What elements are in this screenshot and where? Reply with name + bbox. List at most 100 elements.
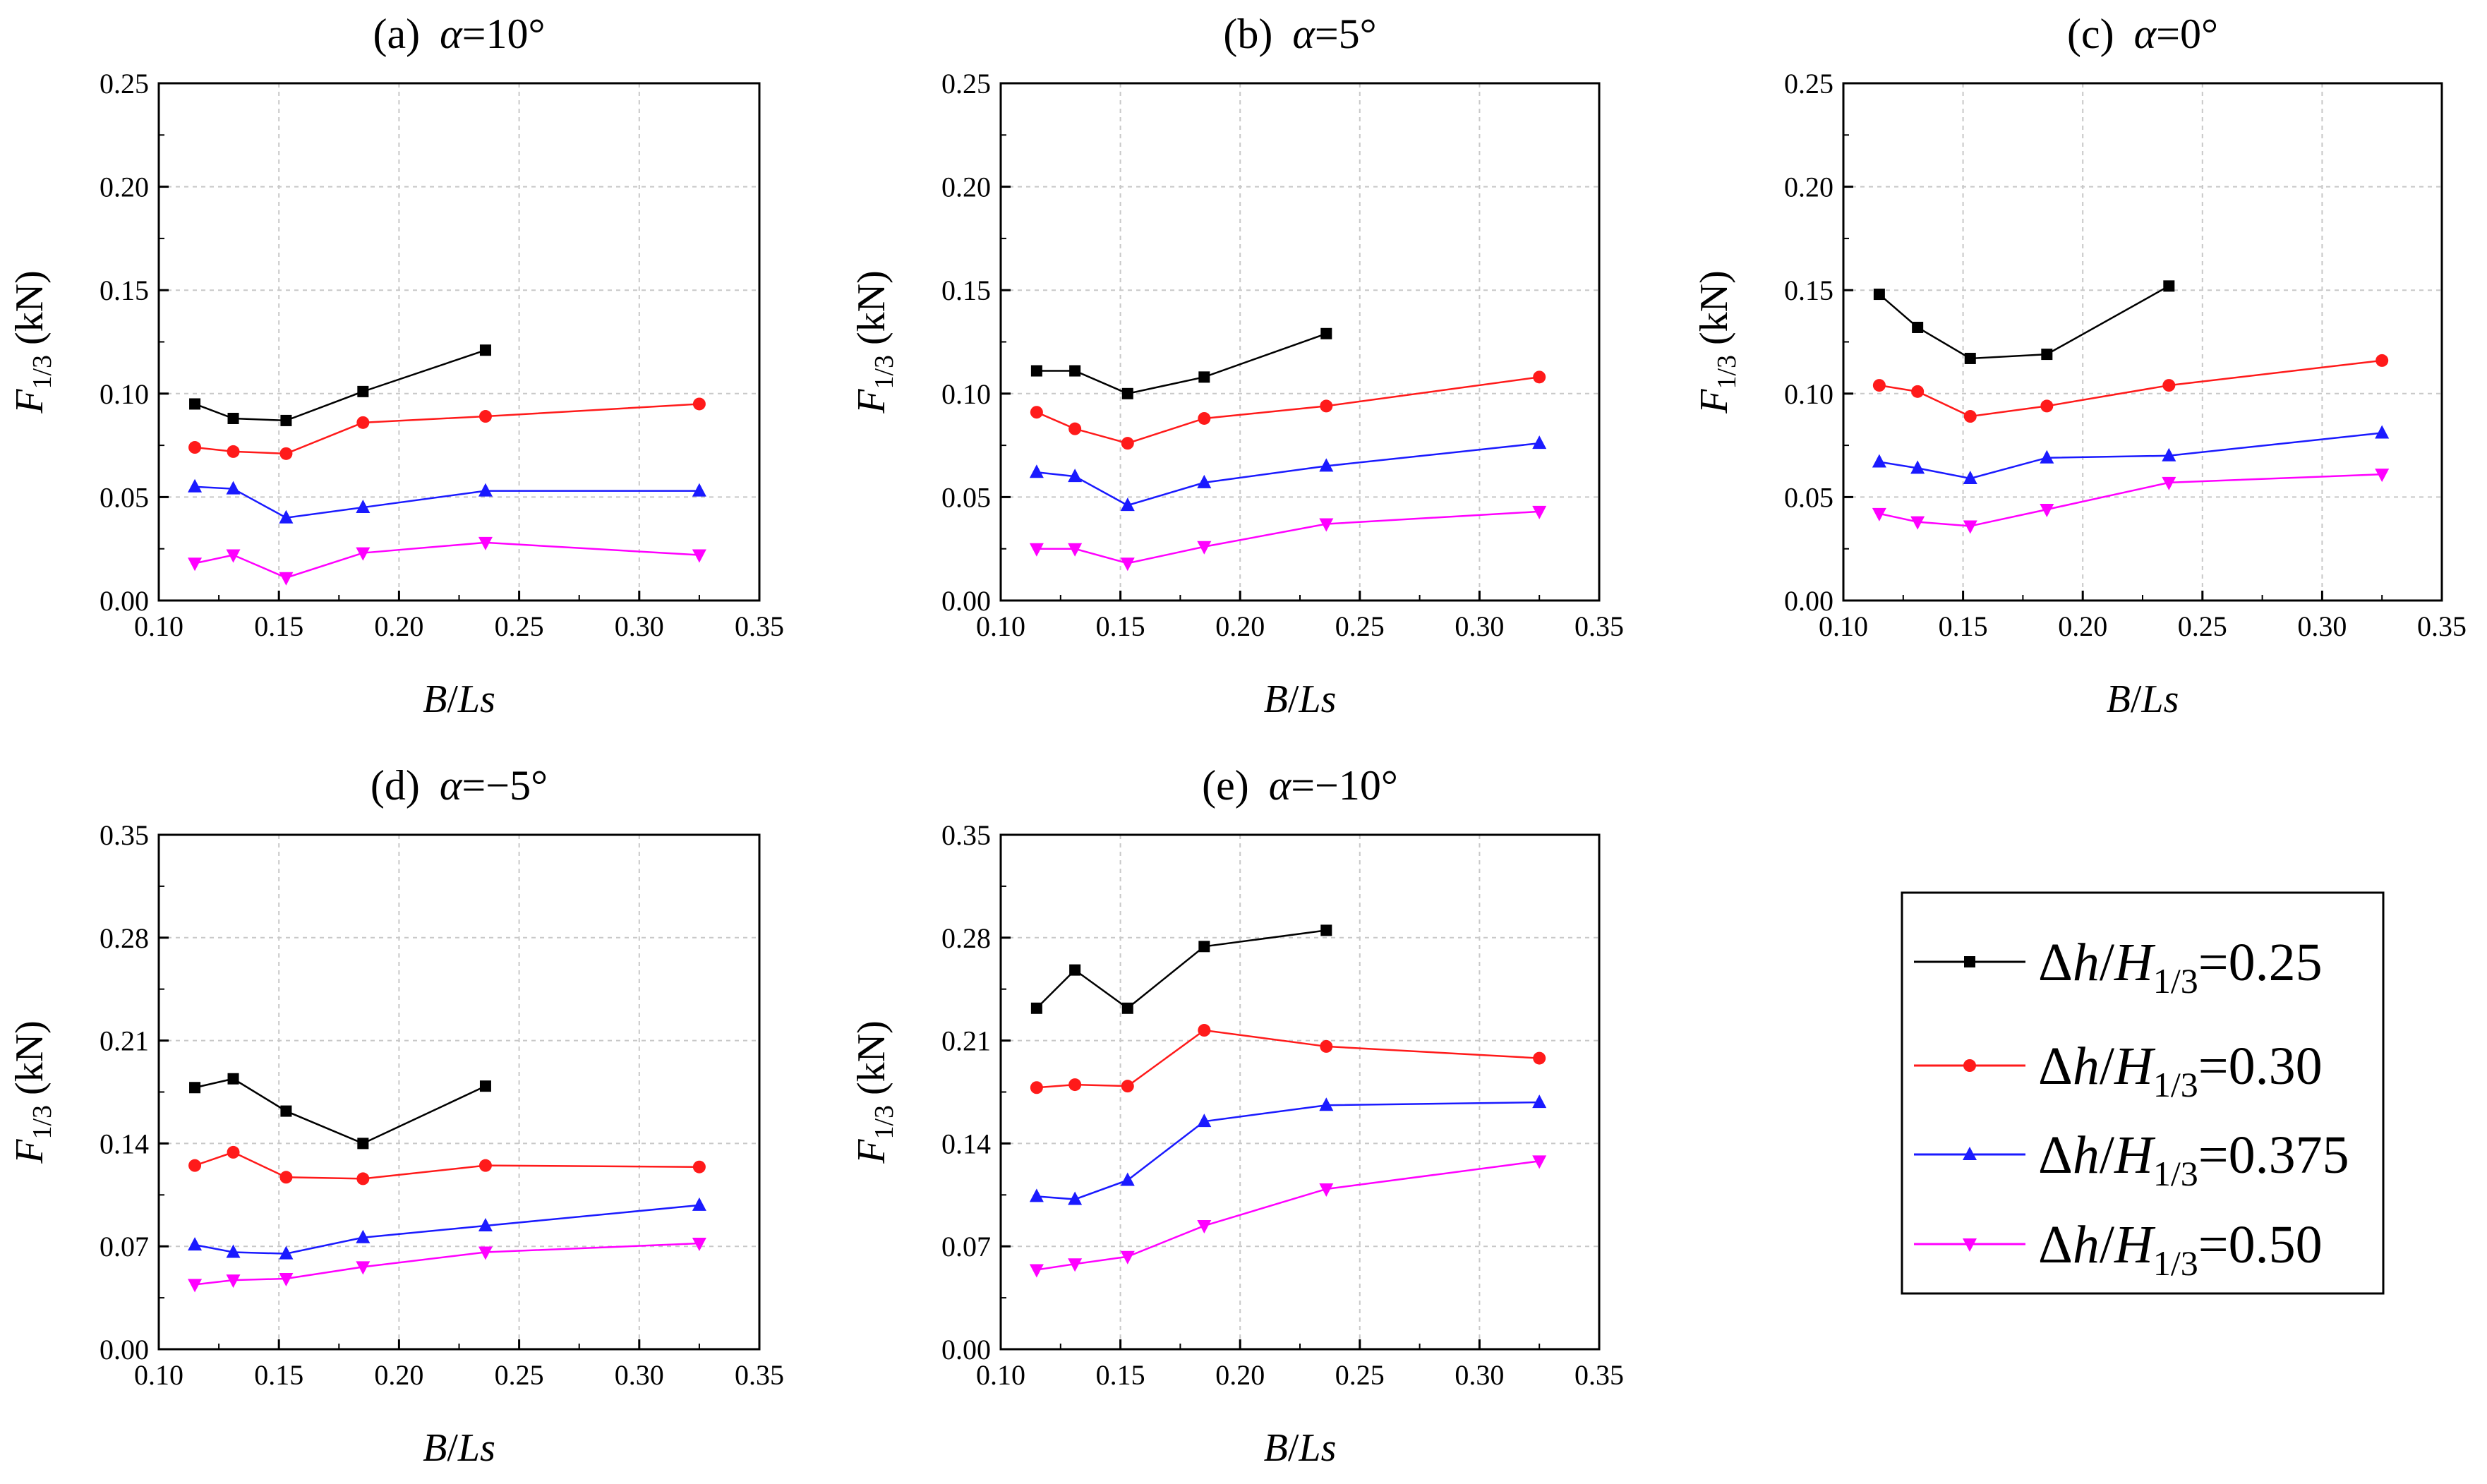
data-point (188, 1279, 203, 1293)
data-point (478, 1159, 492, 1172)
legend-box (1901, 891, 2385, 1295)
series-3 (1029, 1155, 1547, 1278)
data-point (1533, 370, 1546, 384)
data-point (1872, 454, 1886, 468)
data-point (478, 1246, 493, 1260)
x-axis-label: B/Ls (1264, 677, 1337, 721)
chart-title: (b) α=5° (1223, 11, 1376, 57)
chart-panel-b: 0.10 0.15 0.20 0.25 0.30 0.35 0.00 0.05 0.10 0.15… (850, 11, 1624, 721)
data-point (1030, 1081, 1043, 1094)
data-point (1030, 406, 1043, 419)
series-line (194, 1151, 699, 1180)
x-tick-label: 0.25 (2178, 610, 2227, 642)
data-point (1319, 1183, 1334, 1197)
legend-sep: / (2100, 933, 2115, 992)
series-2 (188, 1197, 706, 1260)
y-tick-label: 0.35 (941, 819, 991, 851)
legend-delta: Δ (2038, 1037, 2073, 1096)
legend-item-0: Δh/H1/3=0.25 (1914, 933, 2323, 1001)
data-point (1911, 385, 1925, 398)
series-line (194, 1204, 700, 1255)
data-point (692, 1238, 706, 1252)
x-tick-label: 0.20 (1215, 1359, 1265, 1391)
data-point (1320, 327, 1332, 339)
y-axis-label: F1/3 (kN) (1692, 270, 1742, 414)
data-point (1029, 543, 1044, 557)
data-point (479, 1080, 491, 1092)
data-point (1873, 289, 1885, 301)
data-point (1532, 1155, 1547, 1169)
x-label-var2: Ls (1298, 677, 1336, 721)
data-point (1910, 460, 1925, 474)
y-label-unit: (kN) (850, 1020, 893, 1095)
data-point (1198, 941, 1210, 953)
legend-label: Δh/H1/3=0.25 (2038, 933, 2323, 1001)
x-tick-label: 0.10 (134, 610, 183, 642)
y-tick-label: 0.14 (100, 1128, 149, 1159)
data-point (1069, 365, 1081, 377)
y-tick-label: 0.25 (1784, 68, 1833, 99)
data-point (478, 410, 492, 423)
data-point (692, 1197, 706, 1211)
series-1 (188, 397, 706, 460)
plot-frame (157, 82, 761, 602)
data-point (479, 344, 491, 356)
legend-item-3: Δh/H1/3=0.50 (1914, 1215, 2323, 1283)
chart-panel-e: 0.10 0.15 0.20 0.25 0.30 0.35 0.00 0.07 0.14 0.21… (850, 762, 1624, 1470)
series-line (1036, 1101, 1540, 1200)
legend-var2: H (2114, 1126, 2156, 1185)
data-point (1030, 365, 1042, 377)
data-point (1121, 1002, 1133, 1014)
y-tick-label: 0.00 (1784, 585, 1833, 617)
series-3 (1029, 505, 1547, 572)
x-tick-label: 0.35 (735, 1359, 784, 1391)
y-tick-label: 0.35 (100, 819, 149, 851)
data-point (1910, 516, 1925, 530)
data-point (1532, 1094, 1547, 1109)
y-tick-label: 0.00 (100, 1334, 149, 1365)
x-tick-label: 0.15 (1096, 1359, 1145, 1391)
data-point (692, 483, 706, 497)
x-tick-label: 0.10 (134, 1359, 183, 1391)
data-point (692, 1160, 706, 1174)
legend-value: =0.50 (2198, 1215, 2323, 1274)
series-line (194, 1242, 699, 1286)
data-point (1872, 507, 1886, 521)
x-tick-label: 0.35 (2417, 610, 2467, 642)
y-label-var: F (8, 389, 52, 414)
title-label: (c) (2067, 11, 2114, 57)
data-point (1068, 422, 1082, 435)
data-point (356, 547, 371, 561)
legend: Δh/H1/3=0.25 Δh/H1/3=0.30 Δh/H1/3=0.375 Δh/… (1901, 891, 2385, 1295)
y-tick-label: 0.05 (941, 481, 991, 513)
legend-label: Δh/H1/3=0.375 (2038, 1126, 2349, 1193)
y-tick-label: 0.05 (100, 481, 149, 513)
x-tick-label: 0.15 (1939, 610, 1988, 642)
data-point (1030, 1002, 1042, 1014)
data-point (478, 536, 493, 550)
x-tick-label: 0.30 (615, 610, 664, 642)
data-point (2375, 469, 2390, 483)
y-tick-label: 0.25 (100, 68, 149, 99)
data-point (189, 398, 201, 410)
x-tick-label: 0.35 (735, 610, 784, 642)
x-label-var: B (423, 677, 447, 721)
title-value: =10° (462, 11, 546, 57)
data-point (1068, 1258, 1083, 1272)
data-point (226, 481, 241, 495)
x-axis-label: B/Ls (1264, 1426, 1337, 1470)
x-tick-label: 0.15 (1096, 610, 1145, 642)
data-point (356, 1172, 370, 1186)
legend-var2: H (2114, 1215, 2156, 1274)
data-point (356, 1229, 371, 1243)
data-point (1198, 1024, 1211, 1037)
legend-sub: 1/3 (2153, 1154, 2198, 1193)
legend-item-1: Δh/H1/3=0.30 (1914, 1037, 2323, 1104)
chart-title: (a) α=10° (373, 11, 546, 57)
data-point (1068, 469, 1083, 483)
series-line (194, 485, 699, 519)
data-point (692, 397, 706, 411)
y-tick-label: 0.14 (941, 1128, 991, 1159)
data-point (1121, 437, 1134, 450)
legend-marker (1963, 1147, 1977, 1160)
